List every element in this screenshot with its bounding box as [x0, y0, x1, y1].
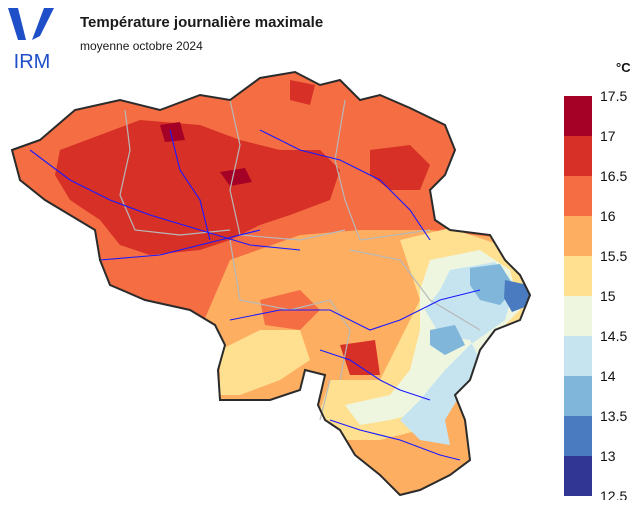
irm-logo: IRM — [8, 8, 54, 72]
legend-tick-label: 13 — [600, 448, 616, 464]
legend-swatch-8 — [564, 416, 592, 456]
temperature-map — [10, 70, 532, 497]
zone-17-north — [55, 120, 340, 255]
zone-13-5 — [504, 280, 530, 312]
zone-16-north — [240, 110, 320, 145]
legend-swatch-1 — [564, 136, 592, 176]
legend-swatch-9 — [564, 456, 592, 496]
legend-tick-label: 14.5 — [600, 328, 627, 344]
legend-swatch-0 — [564, 96, 592, 136]
country-outline — [10, 70, 532, 497]
map-title: Température journalière maximale — [80, 14, 324, 31]
zone-16-5-south — [340, 340, 380, 375]
legend-tick-label: 12.5 — [600, 488, 627, 500]
rivers — [29, 129, 481, 461]
legend-tick-label: 15.5 — [600, 248, 627, 264]
legend-tick-label: 17.5 — [600, 90, 627, 104]
zone-17-east — [370, 145, 430, 190]
legend-swatch-6 — [564, 336, 592, 376]
legend-tick-label: 16 — [600, 208, 616, 224]
logo-swoosh-right — [32, 8, 54, 40]
zone-14 — [470, 264, 515, 305]
legend-swatch-3 — [564, 216, 592, 256]
legend-unit: °C — [616, 60, 631, 75]
legend-swatch-4 — [564, 256, 592, 296]
logo-text: IRM — [14, 51, 51, 72]
legend-tick-label: 16.5 — [600, 168, 627, 184]
legend-swatch-5 — [564, 296, 592, 336]
legend-swatch-7 — [564, 376, 592, 416]
legend-tick-label: 15 — [600, 288, 616, 304]
color-legend: 17.5 17 16.5 16 15.5 15 14.5 14 13.5 13 12.5 — [564, 90, 627, 500]
province-borders — [119, 99, 481, 421]
legend-tick-label: 13.5 — [600, 408, 627, 424]
zone-15-5-west — [220, 330, 310, 395]
zone-17-5-a — [160, 122, 185, 142]
zone-14-b — [430, 325, 465, 355]
legend-tick-label: 17 — [600, 128, 616, 144]
map-subtitle: moyenne octobre 2024 — [80, 39, 203, 53]
legend-tick-label: 14 — [600, 368, 616, 384]
zone-17-5-b — [220, 168, 252, 186]
legend-swatch-2 — [564, 176, 592, 216]
logo-swoosh-left — [8, 8, 26, 40]
zone-17-ne — [290, 80, 315, 105]
